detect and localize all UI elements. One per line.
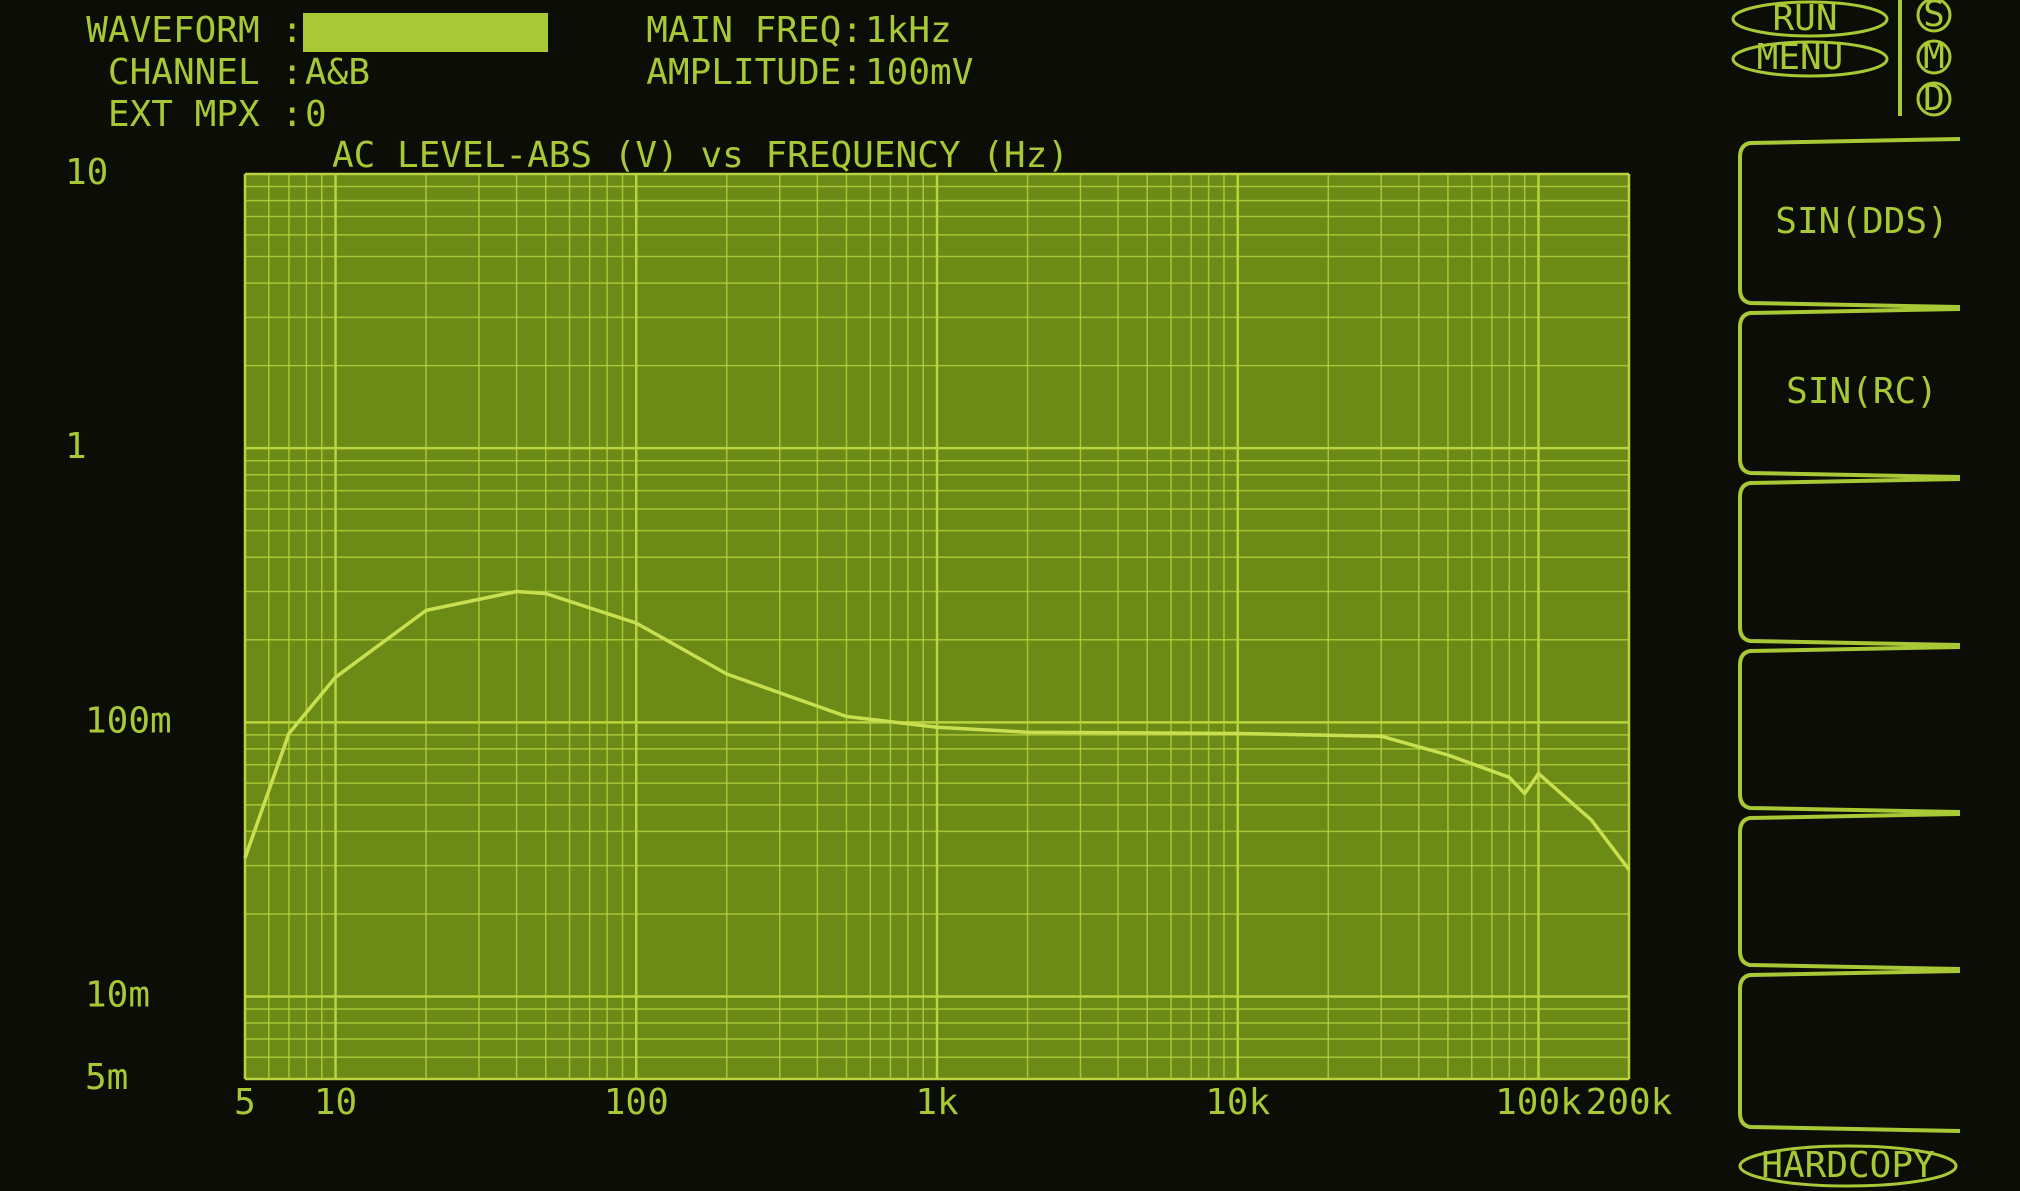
x-tick-label: 1k [915,1082,959,1123]
x-tick-label: 5 [234,1082,256,1123]
setting-value: A&B [305,52,370,93]
softkey-panel: SIN(DDS) SIN(RC) [1738,137,1961,1133]
setting-value: SIN(RC) [305,10,457,51]
softkey-label: SIN(RC) [1786,371,1938,412]
highlight [303,13,548,52]
indicator [1916,0,1952,33]
hardcopy-button[interactable] [1738,1144,1958,1188]
indicator [1916,81,1952,117]
setting-value: 0 [305,94,327,135]
x-tick-label: 10 [314,1082,357,1123]
plot: AC LEVEL-ABS (V) vs FREQUENCY (Hz) 5 10 100… [65,135,1673,1123]
y-tick-label: 5m [85,1057,128,1098]
indicator-label: S [1923,0,1945,35]
x-tick-label: 200k [1586,1082,1673,1123]
y-tick-label: 10m [85,974,150,1015]
softkey[interactable] [1738,307,1961,479]
y-tick-label: 100m [85,700,172,741]
setting-label: EXT MPX : [108,94,303,135]
softkey[interactable] [1738,137,1961,309]
softkey[interactable] [1738,812,1961,971]
hardcopy-label: HARDCOPY [1761,1145,1935,1186]
run-button[interactable] [1731,0,1889,38]
softkey-label: SIN(DDS) [1775,201,1948,242]
x-tick-label: 100 [604,1082,669,1123]
run-label: RUN [1772,0,1837,39]
softkey[interactable] [1738,969,1961,1133]
x-tick-label: 10k [1205,1082,1270,1123]
indicator-label: M [1923,36,1945,77]
menu-button[interactable] [1731,40,1889,78]
indicator [1916,39,1952,75]
indicator-label: D [1923,78,1945,119]
softkey[interactable] [1738,645,1961,814]
setting-label: WAVEFORM : [86,10,303,51]
setting-label: CHANNEL : [108,52,303,93]
status-value: 100mV [865,52,973,93]
data-line [243,589,1631,871]
y-tick-label: 1 [65,426,87,467]
status-label: AMPLITUDE: [646,52,863,93]
status-label: MAIN FREQ: [646,10,863,51]
menu-label: MENU [1757,37,1844,78]
status-value: 1kHz [865,10,952,51]
y-tick-label: 10 [65,152,108,193]
chart-title: AC LEVEL-ABS (V) vs FREQUENCY (Hz) [332,135,1069,176]
softkey[interactable] [1738,477,1961,647]
x-tick-label: 100k [1495,1082,1582,1123]
